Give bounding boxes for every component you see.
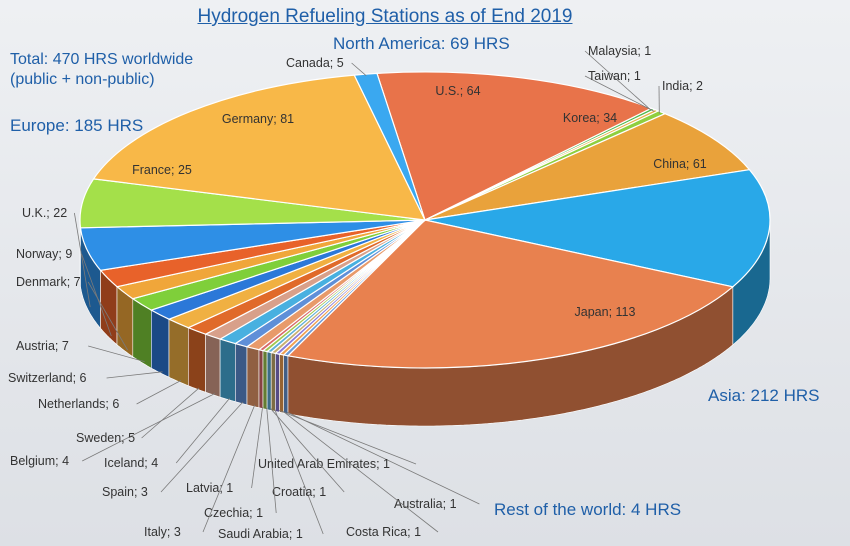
pie-side-australia [283,354,289,415]
data-label-latvia: Latvia; 1 [186,481,233,495]
leader-line-canada [351,62,367,77]
leader-line-croatia [270,408,345,493]
data-label-netherlands: Netherlands; 6 [38,397,119,411]
leader-line-latvia [251,406,263,489]
pie-side-united-arab-emirates [275,353,280,413]
region-label-rest: Rest of the world: 4 HRS [494,500,682,519]
leader-line-norway [81,253,112,337]
pie-side-switzerland [151,309,170,378]
total-note-line1: Total: 470 HRS worldwide [10,51,194,68]
pie-side-costa-rica [279,353,284,414]
data-label-austria: Austria; 7 [16,339,69,353]
pie-slice-germany [92,74,427,221]
leader-line-czechia [266,407,277,514]
data-label-sweden: Sweden; 5 [76,431,135,445]
data-label-czechia: Czechia; 1 [204,506,263,520]
leader-line-taiwan [584,75,655,112]
data-label-france: France; 25 [132,163,192,177]
data-label-u-s-: U.S.; 64 [435,84,480,98]
leader-line-sweden [141,387,200,439]
data-label-u-k-: U.K.; 22 [22,206,67,220]
leader-line-australia [287,411,480,505]
pie-label-group: U.S.; 64 Malaysia; 1 Taiwan; 1 India; 2 Kore… [8,44,707,541]
pie-slice-japan [286,219,735,369]
pie-slice-china [424,169,771,288]
data-label-iceland: Iceland; 4 [104,456,158,470]
total-note: Total: 470 HRS worldwide (public + non-p… [10,50,193,90]
pie-side-iceland [219,338,236,402]
leader-line-netherlands [136,380,182,405]
leader-line-costa-rica [282,410,439,533]
data-label-canada: Canada; 5 [286,56,344,70]
pie-side-netherlands [168,318,189,387]
data-label-croatia: Croatia; 1 [272,485,326,499]
region-label-europe: Europe: 185 HRS [10,116,144,135]
pie-side-croatia [266,351,272,411]
data-label-united-arab-emirates: United Arab Emirates; 1 [258,457,390,471]
data-label-costa-rica: Costa Rica; 1 [346,525,421,539]
data-label-norway: Norway; 9 [16,247,72,261]
leader-line-denmark [87,281,128,351]
data-label-india: India; 2 [662,79,703,93]
data-label-taiwan: Taiwan; 1 [588,69,641,83]
leader-line-spain [160,401,244,493]
data-label-korea: Korea; 34 [563,111,617,125]
data-label-malaysia: Malaysia; 1 [588,44,651,58]
leader-line-switzerland [106,371,163,379]
leader-line-belgium [82,393,216,462]
pie-side-spain [235,343,248,406]
total-note-line2: (public + non-public) [10,71,155,88]
data-label-italy: Italy; 3 [144,525,181,539]
data-label-spain: Spain; 3 [102,485,148,499]
data-label-denmark: Denmark; 7 [16,275,81,289]
region-label-north-america: North America: 69 HRS [333,34,510,53]
leader-line-malaysia [584,50,652,111]
leader-line-united-arab-emirates [278,410,417,465]
pie-top-group [79,71,771,369]
pie-side-saudi-arabia [270,352,276,412]
pie-slice-korea [424,113,751,221]
leader-line-italy [202,404,256,533]
chart-title: Hydrogen Refueling Stations as of End 20… [197,6,573,27]
data-label-germany: Germany; 81 [222,112,294,126]
leader-line-saudi-arabia [274,409,324,535]
leader-line-austria [88,345,145,362]
data-label-japan: Japan; 113 [575,305,636,319]
data-label-saudi-arabia: Saudi Arabia; 1 [218,527,303,541]
data-label-australia: Australia; 1 [394,497,457,511]
data-label-belgium: Belgium; 4 [10,454,69,468]
pie-slice-u-s- [376,71,653,221]
pie-side-czechia [262,350,268,410]
data-label-china: China; 61 [653,157,707,171]
pie-slice-canada [353,72,426,221]
pie-side-belgium [205,333,221,398]
pie-side-latvia [258,349,264,410]
leader-line-iceland [175,397,230,464]
pie-side-sweden [188,327,206,393]
pie-side-italy [246,346,260,409]
region-label-asia: Asia: 212 HRS [708,386,820,405]
leader-line-u-k- [74,212,91,308]
data-label-switzerland: Switzerland; 6 [8,371,87,385]
